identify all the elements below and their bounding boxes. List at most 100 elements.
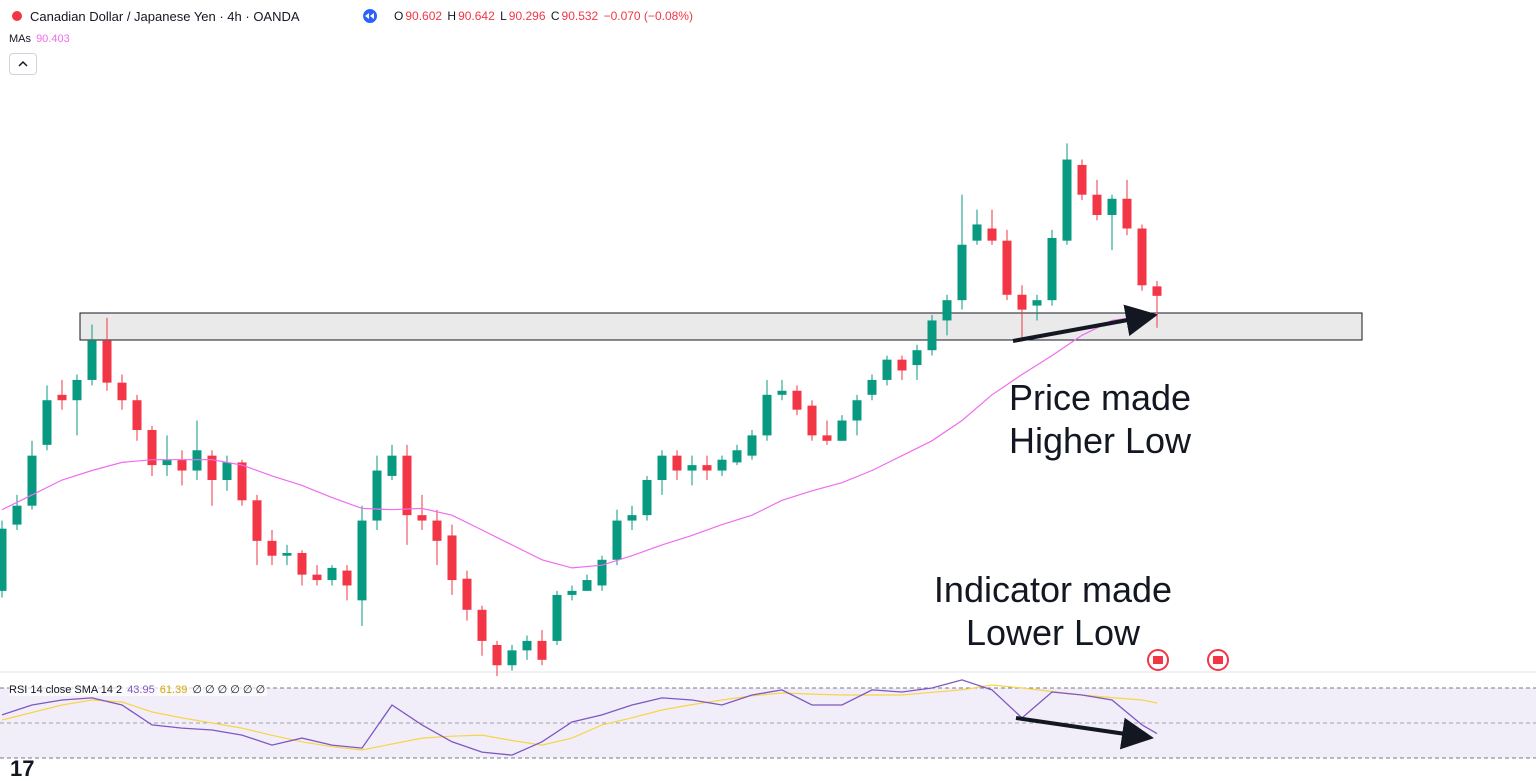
candle-body bbox=[1152, 286, 1162, 296]
replay-icon-glyph bbox=[365, 13, 374, 19]
ohlc-value: 90.532 bbox=[561, 9, 599, 23]
candle-body bbox=[342, 570, 352, 586]
candle-body bbox=[852, 400, 862, 421]
event-marker[interactable] bbox=[1207, 649, 1229, 671]
candle-body bbox=[807, 405, 817, 436]
support-zone bbox=[79, 312, 1363, 341]
candle-body bbox=[12, 505, 22, 525]
candle-body bbox=[612, 520, 622, 560]
candle-body bbox=[672, 455, 682, 471]
candle-body bbox=[0, 528, 7, 591]
candle-body bbox=[507, 650, 517, 666]
ohlc-value: 90.602 bbox=[405, 9, 443, 23]
ma-value: 90.403 bbox=[36, 33, 70, 45]
candle-body bbox=[1092, 194, 1102, 215]
legend-header: Canadian Dollar / Japanese Yen · 4h · OA… bbox=[30, 9, 302, 24]
candle-body bbox=[1017, 294, 1027, 310]
candle-body bbox=[312, 574, 322, 581]
ohlc-value: 90.296 bbox=[508, 9, 546, 23]
candle-body bbox=[72, 379, 82, 401]
symbol-icon bbox=[12, 11, 22, 21]
candle-body bbox=[237, 462, 247, 501]
plot-area bbox=[0, 143, 1162, 756]
candle-body bbox=[1032, 300, 1042, 306]
candle-body bbox=[462, 578, 472, 610]
candle-body bbox=[972, 224, 982, 241]
candle-body bbox=[222, 462, 232, 480]
annotation: Higher Low bbox=[1009, 420, 1192, 461]
candle-body bbox=[687, 465, 697, 471]
ohlc-key: O bbox=[394, 9, 404, 23]
candle-body bbox=[657, 455, 667, 480]
candle-body bbox=[372, 470, 382, 521]
candle-body bbox=[522, 640, 532, 651]
candle-body bbox=[552, 594, 562, 641]
ohlc-key: L bbox=[500, 9, 507, 23]
candle-body bbox=[297, 553, 307, 575]
candle-body bbox=[867, 379, 877, 395]
rsi-extra: ∅ ∅ ∅ ∅ ∅ ∅ bbox=[192, 684, 266, 696]
candle-body bbox=[27, 455, 37, 506]
candle-body bbox=[882, 359, 892, 380]
ohlc-value: 90.642 bbox=[458, 9, 495, 23]
candle-body bbox=[762, 394, 772, 436]
candle-body bbox=[87, 340, 97, 380]
annotation: Indicator made bbox=[934, 569, 1172, 610]
change: −0.070 (−0.08%) bbox=[603, 9, 693, 23]
candle-body bbox=[192, 450, 202, 471]
candle-body bbox=[477, 609, 487, 641]
candle-body bbox=[1122, 198, 1132, 229]
rsi-legend: RSI 14 close SMA 14 2 43.95 61.39 ∅ ∅ ∅ … bbox=[9, 683, 268, 696]
candle-body bbox=[822, 435, 832, 441]
candle-body bbox=[417, 515, 427, 521]
candle-body bbox=[957, 244, 967, 301]
candle-body bbox=[732, 450, 742, 463]
moving-average-line bbox=[1, 312, 1158, 569]
logo: 17 bbox=[10, 756, 34, 781]
event-marker[interactable] bbox=[1147, 649, 1169, 671]
annotation: Lower Low bbox=[966, 612, 1141, 653]
candle-body bbox=[387, 455, 397, 476]
candle-body bbox=[1137, 228, 1147, 286]
ohlc-legend: O 90.602 H 90.642 L 90.296 C 90.532 −0.070 (… bbox=[394, 9, 695, 23]
collapse-button[interactable] bbox=[9, 53, 37, 75]
candle-body bbox=[987, 228, 997, 241]
candle-body bbox=[567, 590, 577, 595]
candle-body bbox=[327, 567, 337, 581]
symbol-title: Canadian Dollar / Japanese Yen · 4h · OA… bbox=[30, 9, 300, 24]
grid bbox=[0, 671, 1536, 759]
candle-body bbox=[777, 390, 787, 395]
price-arrow bbox=[1012, 304, 1158, 343]
rsi-sma-line bbox=[1, 684, 1158, 751]
candle-body bbox=[207, 455, 217, 480]
rsi-value: 43.95 bbox=[127, 684, 155, 696]
ma-name: MAs bbox=[9, 33, 31, 45]
candle-body bbox=[702, 465, 712, 471]
candle-body bbox=[402, 455, 412, 516]
candle-body bbox=[132, 400, 142, 430]
candle-body bbox=[1002, 240, 1012, 295]
candle-body bbox=[1047, 237, 1057, 301]
candle-body bbox=[927, 320, 937, 351]
candle-body bbox=[117, 382, 127, 401]
candle-body bbox=[642, 480, 652, 516]
candle-body bbox=[177, 459, 187, 471]
candle-body bbox=[582, 580, 592, 591]
annotation: Price made bbox=[1009, 377, 1191, 418]
candle-body bbox=[252, 500, 262, 541]
candle-body bbox=[162, 459, 172, 466]
ma-legend: MAs 90.403 bbox=[9, 33, 72, 45]
candle-body bbox=[942, 300, 952, 321]
candle-body bbox=[1107, 198, 1117, 215]
candle-body bbox=[1062, 159, 1072, 241]
ohlc-key: C bbox=[550, 9, 560, 23]
candle-body bbox=[837, 420, 847, 441]
candle-body bbox=[1077, 164, 1087, 195]
candle-body bbox=[792, 390, 802, 410]
candle-body bbox=[912, 350, 922, 366]
candle-body bbox=[492, 644, 502, 666]
candle-body bbox=[282, 553, 292, 556]
candle-body bbox=[597, 559, 607, 586]
indicator-arrow bbox=[1015, 716, 1154, 750]
